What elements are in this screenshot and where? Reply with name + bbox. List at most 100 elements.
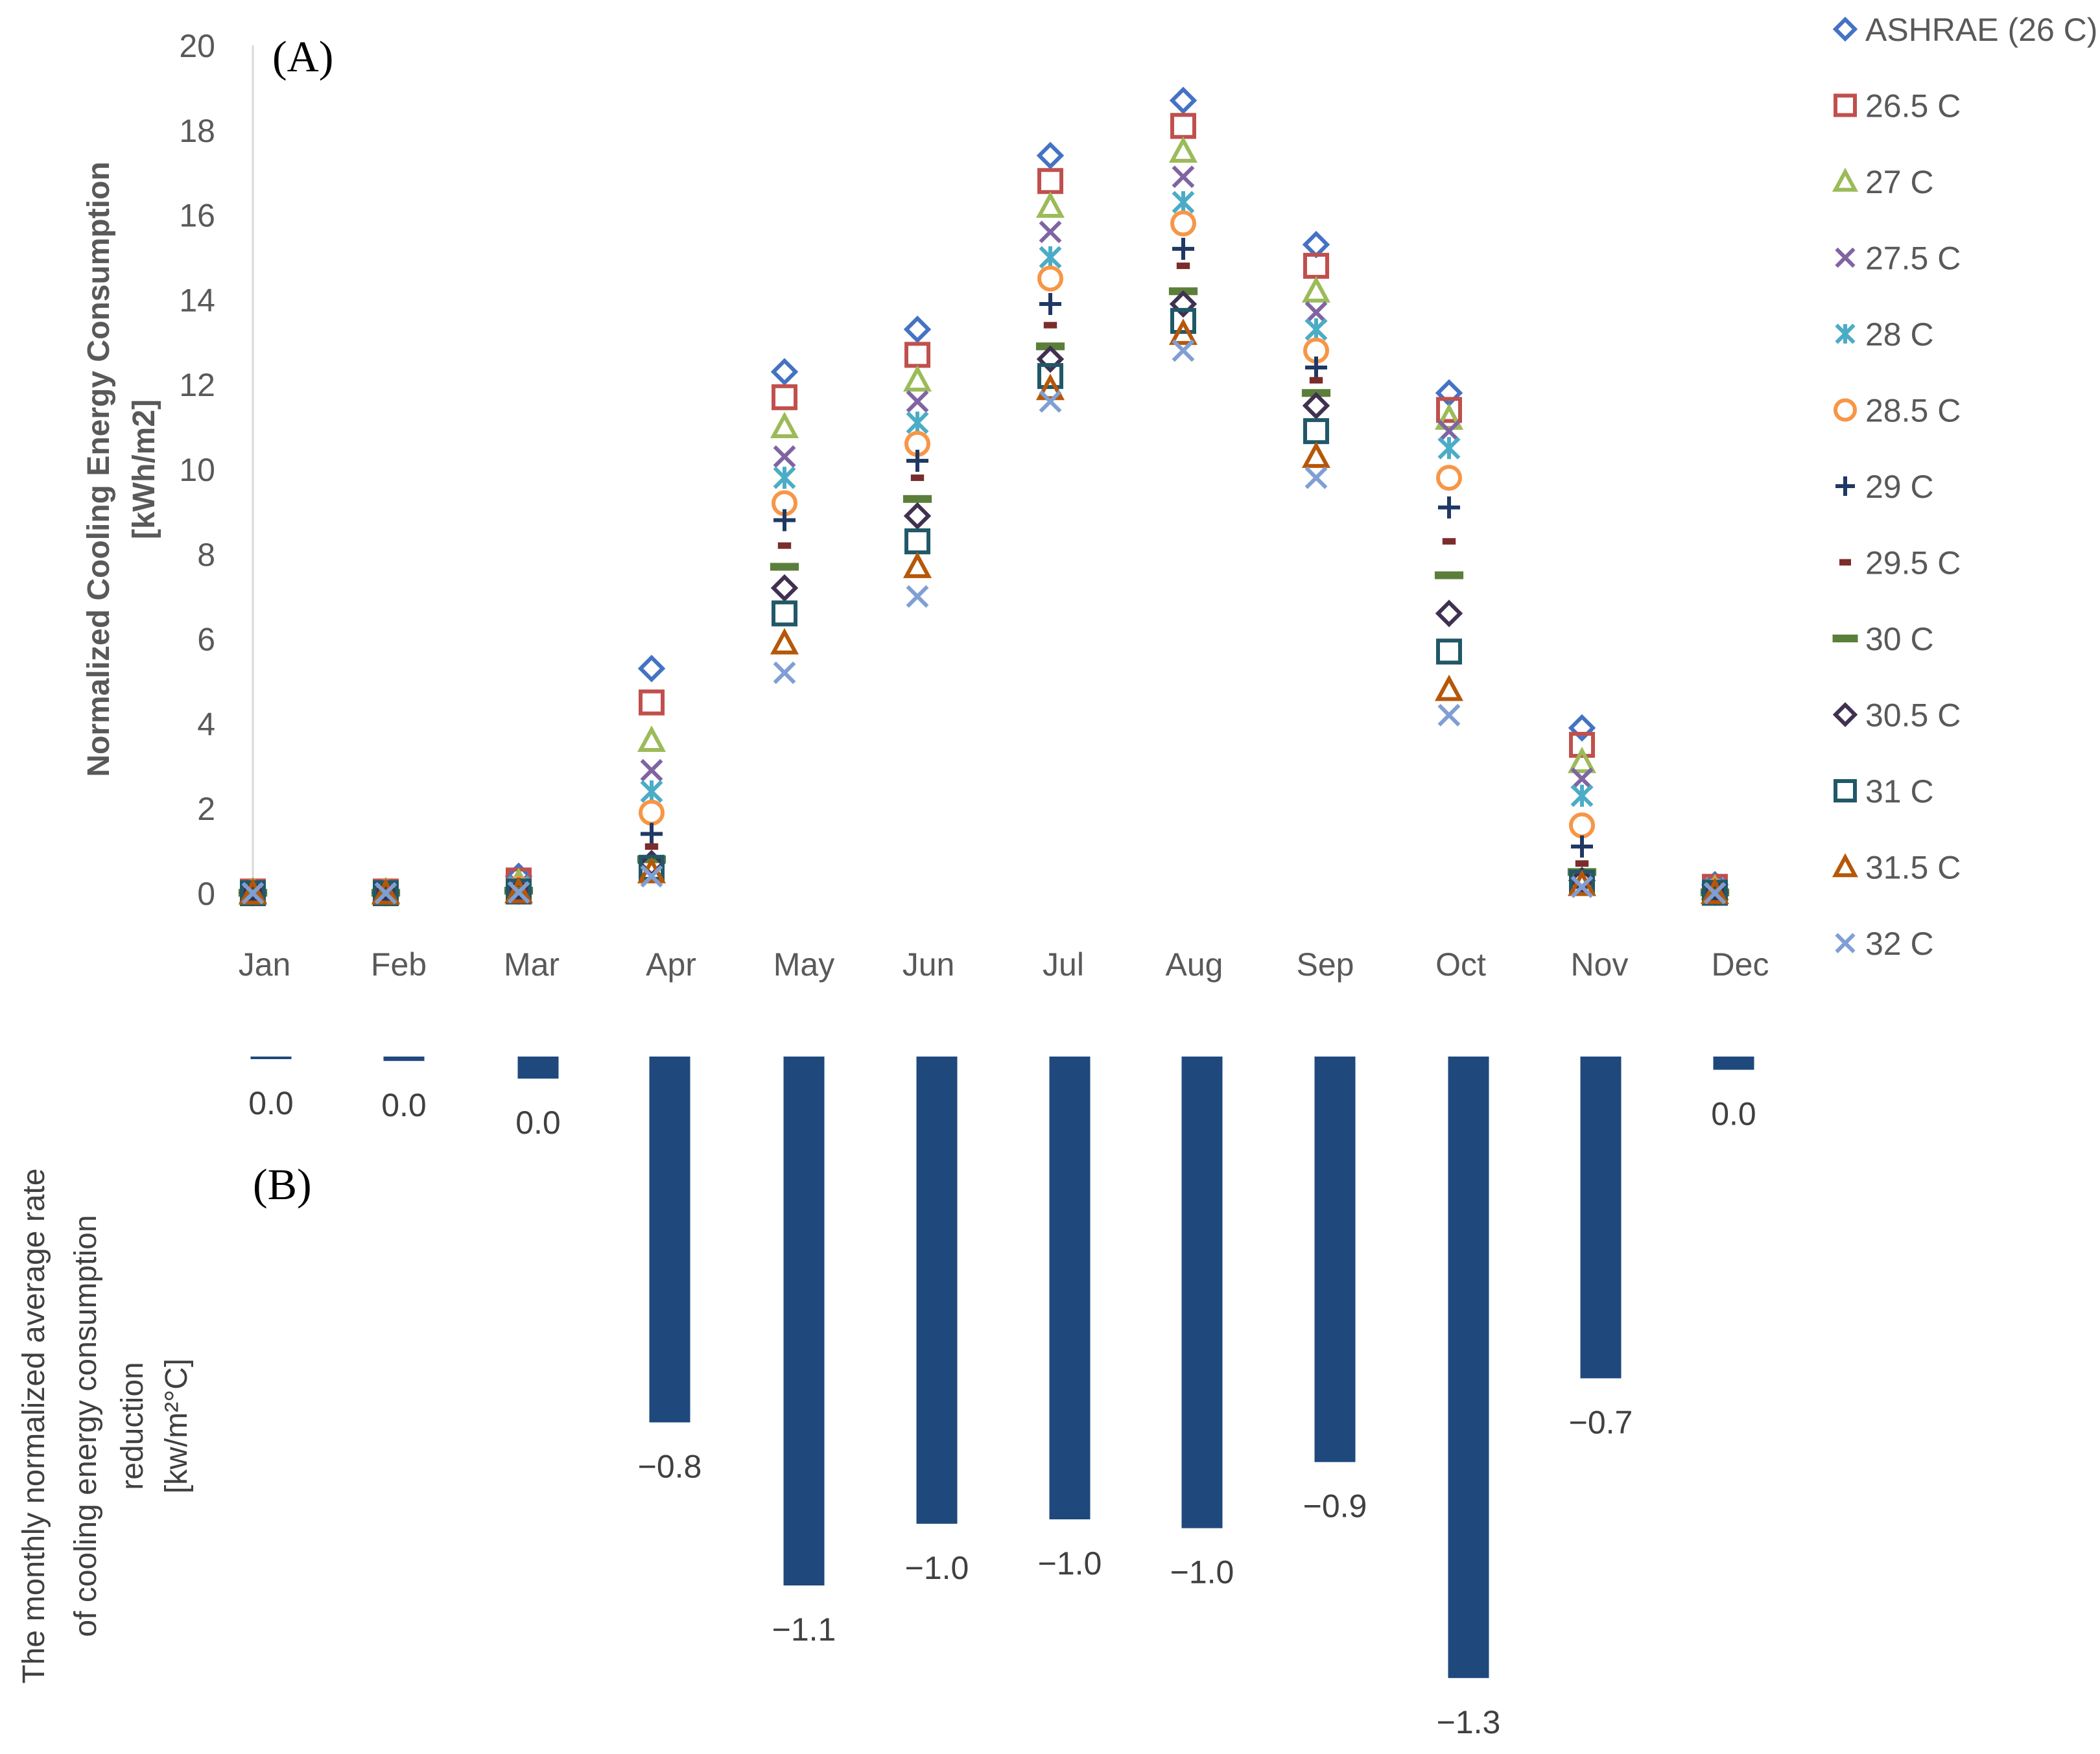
data-point [1301, 441, 1331, 468]
legend-marker-icon [1835, 476, 1855, 496]
y-tick-label: 10 [179, 452, 215, 488]
series-32-c [241, 339, 1727, 905]
bar-data-label: 0.0 [515, 1105, 561, 1141]
data-point [772, 600, 797, 627]
legend-marker-icon [1832, 16, 1858, 42]
data-point [1035, 373, 1065, 401]
legend-marker-icon [1832, 167, 1859, 192]
panel-b-y-axis-title-line: The monthly normalized average rate [17, 1168, 51, 1683]
data-point [773, 509, 796, 532]
data-point [903, 315, 932, 344]
data-point [374, 882, 397, 905]
data-point [1301, 276, 1331, 303]
y-tick-label: 6 [197, 622, 215, 658]
data-point [238, 878, 268, 905]
bar-data-label: −1.0 [905, 1550, 969, 1586]
panel-a-legend: ASHRAE (26 C) 26.5 C 27 C 27.5 C 28 C 28.5 C 2… [1832, 12, 2097, 962]
y-tick-label: 2 [197, 791, 215, 827]
data-point [903, 495, 932, 503]
data-point [1172, 191, 1195, 214]
series-29-5-c [246, 263, 1722, 896]
bar-data-label: −1.1 [772, 1611, 836, 1648]
data-point [1035, 191, 1065, 218]
x-tick-label: Sep [1297, 946, 1354, 983]
bar-data-label: −1.0 [1038, 1545, 1102, 1582]
series-29-c [242, 237, 1726, 904]
data-point [1037, 363, 1063, 390]
y-tick-label: 0 [197, 876, 215, 912]
data-point [1570, 767, 1594, 790]
legend-label: 31 C [1865, 773, 1934, 810]
data-point [1700, 878, 1730, 904]
legend-marker-icon [1835, 323, 1856, 344]
data-point [1436, 465, 1462, 491]
data-point [1568, 714, 1596, 742]
data-point [770, 412, 799, 439]
legend-item: 30 C [1832, 621, 1934, 657]
data-point [1176, 263, 1190, 270]
legend-item: 29 C [1835, 469, 1934, 505]
data-point [906, 585, 929, 608]
bar [783, 1057, 825, 1585]
data-point [1438, 496, 1460, 519]
data-point [906, 390, 929, 413]
data-point [1037, 168, 1063, 194]
series-ashrae-26-c- [239, 86, 1729, 905]
panel-a-x-ticks: Jan Feb Mar Apr May Jun Jul Aug Sep Oct Nov Dec [239, 946, 1769, 983]
legend-marker-icon [1835, 933, 1856, 953]
data-point [770, 358, 799, 386]
data-point [1169, 290, 1197, 318]
bar [649, 1057, 690, 1423]
x-tick-label: Jul [1043, 946, 1084, 983]
data-point [1567, 746, 1597, 773]
data-point [906, 449, 928, 472]
legend-marker-icon [1839, 559, 1851, 566]
panel-a-y-ticks: 0 2 4 6 8 10 12 14 16 18 20 [179, 28, 215, 912]
y-tick-label: 20 [179, 28, 215, 64]
data-point [1172, 165, 1195, 189]
y-tick-label: 8 [197, 537, 215, 573]
x-tick-label: Aug [1166, 946, 1223, 983]
legend-item: 27.5 C [1835, 240, 1961, 277]
data-point [1436, 397, 1462, 423]
data-point [1168, 318, 1198, 345]
legend-item: ASHRAE (26 C) [1832, 12, 2097, 48]
legend-label: 30.5 C [1865, 697, 1961, 734]
legend-label: 32 C [1865, 926, 1934, 962]
x-tick-label: Dec [1712, 946, 1769, 983]
data-point [1039, 390, 1062, 413]
legend-label: 26.5 C [1865, 88, 1961, 124]
data-point [1437, 436, 1461, 460]
bar [1580, 1057, 1622, 1379]
panel-b-y-axis-title: The monthly normalized average rate of co… [17, 1168, 194, 1683]
legend-marker-icon [1832, 702, 1858, 727]
data-point [1434, 674, 1464, 701]
data-point [1442, 538, 1456, 545]
data-point [644, 843, 659, 850]
series-26-5-c [240, 113, 1728, 905]
x-tick-label: Mar [504, 946, 560, 983]
bar [1181, 1057, 1223, 1528]
data-point [1036, 345, 1065, 373]
data-point [1172, 237, 1194, 260]
data-point [640, 865, 663, 888]
data-point [773, 661, 796, 684]
legend-label: 30 C [1865, 621, 1934, 657]
legend-item: 28 C [1835, 316, 1934, 353]
legend-item: 31 C [1834, 773, 1934, 810]
legend-item: 32 C [1835, 926, 1934, 962]
series-27-c [238, 136, 1730, 904]
data-point [1302, 231, 1330, 259]
bar [1314, 1057, 1356, 1462]
data-point [637, 655, 666, 683]
bar [1049, 1057, 1091, 1519]
data-point [1304, 466, 1328, 489]
panel-b-bars [250, 1057, 1754, 1678]
series-27-5-c [241, 165, 1727, 904]
legend-marker-icon [1834, 398, 1857, 422]
legend-marker-icon [1835, 247, 1856, 268]
panel-b-bar-chart: (B) The monthly normalized average rate o… [17, 1057, 1756, 1740]
bar [916, 1057, 958, 1524]
data-point [640, 758, 663, 782]
panel-a-data-points [238, 86, 1730, 907]
